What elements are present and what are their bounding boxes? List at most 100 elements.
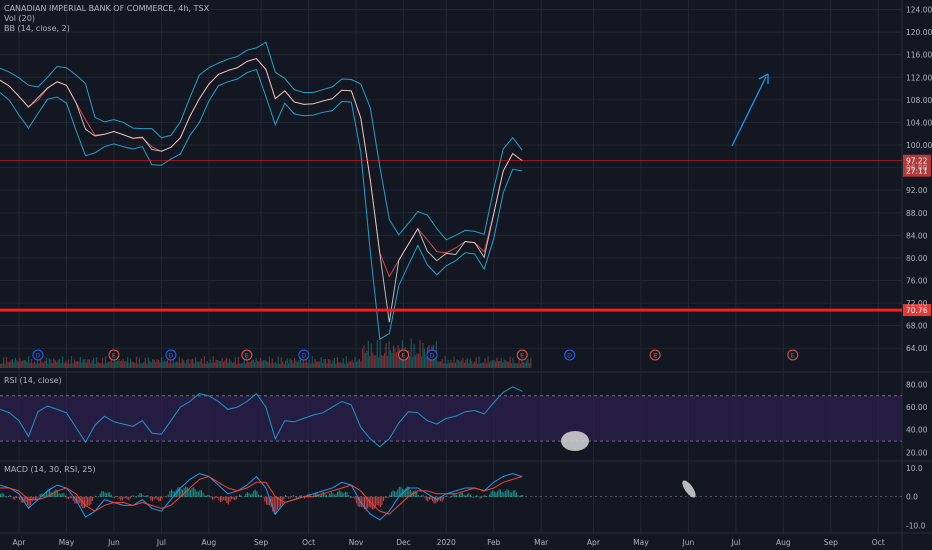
volume-bar (11, 359, 14, 368)
macd-hist-bar (94, 495, 97, 498)
earnings-marker (649, 349, 661, 361)
macd-hist-bar (172, 491, 174, 498)
macd-hist-bar (269, 496, 271, 506)
volume-bar (135, 356, 138, 368)
dividend-marker-label: D (567, 352, 572, 360)
volume-bar (389, 350, 392, 368)
volume-bar (446, 363, 448, 368)
macd-hist-bar (99, 493, 101, 498)
macd-hist-bar (262, 496, 264, 498)
volume-bar (38, 363, 40, 368)
macd-hist-bar (321, 493, 323, 498)
volume-bar (525, 360, 527, 368)
macd-hist-bar (98, 496, 100, 498)
volume-bar (44, 360, 46, 368)
macd-hist-bar (118, 496, 120, 499)
macd-hist-bar (79, 496, 81, 504)
volume-bar (491, 360, 494, 368)
macd-hist-bar (289, 496, 291, 499)
volume-bar (5, 356, 8, 368)
macd-hist-bar (449, 496, 451, 498)
volume-bar (82, 359, 84, 368)
volume-bar (509, 356, 511, 368)
volume-bar (443, 363, 445, 368)
volume-bar (134, 362, 136, 368)
price-tick-label: 64.00 (906, 344, 928, 353)
macd-hist-bar (113, 496, 116, 499)
macd-hist-bar (337, 491, 339, 498)
volume-bar (407, 350, 409, 368)
macd-hist-bar (181, 489, 184, 498)
countdown-label: 27:11 (906, 167, 928, 176)
volume-bar (7, 361, 9, 368)
volume-bar (274, 362, 276, 368)
macd-hist-bar (286, 496, 288, 498)
volume-bar (90, 363, 92, 368)
macd-hist-bar (390, 491, 392, 498)
macd-hist-bar (514, 490, 516, 498)
macd-hist-bar (235, 496, 237, 500)
macd-hist-bar (69, 496, 71, 498)
macd-hist-bar (462, 492, 464, 498)
macd-hist-bar (136, 496, 138, 498)
macd-hist-bar (273, 496, 275, 515)
volume-bar (138, 357, 141, 368)
macd-hist-bar (167, 494, 169, 498)
volume-bar (261, 361, 263, 368)
volume-bar (259, 357, 262, 368)
macd-hist-bar (314, 492, 317, 498)
macd-hist-bar (460, 492, 462, 498)
volume-bar (391, 353, 393, 368)
volume-bar (208, 363, 210, 368)
macd-hist-bar (208, 495, 210, 498)
earnings-marker (516, 349, 528, 361)
macd-hist-bar (125, 496, 127, 499)
axes: 124.00 120.00 116.00 112.00 108.00 104.00 100.… (12, 6, 932, 547)
volume-bar (143, 362, 145, 368)
macd-hist-bar (132, 495, 135, 498)
volume-bar (100, 362, 102, 368)
macd-hist-bar (498, 489, 500, 498)
volume-bar (211, 362, 213, 368)
volume-bar (45, 357, 47, 368)
volume-bar (530, 357, 532, 368)
macd-cross-highlight (682, 480, 696, 498)
macd-hist-bar (425, 496, 427, 501)
rsi-line (0, 386, 523, 448)
macd-hist-bar (256, 491, 258, 498)
volume-bar (518, 356, 520, 368)
macd-hist-bar (327, 495, 329, 498)
macd-hist-bar (200, 490, 203, 498)
macd-hist-bar (319, 495, 321, 498)
volume-bar (119, 361, 121, 368)
volume-bar (456, 359, 458, 368)
macd-hist-bar (522, 495, 524, 498)
macd-hist-bar (501, 491, 503, 498)
volume-bar (236, 363, 238, 368)
volume-bar (193, 363, 195, 368)
macd-hist-bar (144, 496, 146, 498)
volume-bar (293, 358, 296, 368)
time-tick-label: Feb (487, 538, 501, 547)
volume-bars (0, 338, 532, 368)
volume-bar (310, 363, 312, 368)
macd-hist-bar (58, 493, 60, 498)
volume-bar (475, 357, 477, 368)
volume-bar (16, 360, 18, 368)
volume-bar (4, 363, 6, 368)
price-tick-label: 96.00 (906, 164, 928, 173)
volume-bar (79, 357, 81, 368)
bb-legend: BB (14, close, 2) (4, 24, 70, 33)
macd-hist-bar (503, 492, 505, 498)
volume-bar (178, 356, 180, 368)
volume-bar (354, 356, 356, 368)
volume-bar (305, 360, 307, 368)
macd-hist-bar (500, 489, 502, 498)
macd-hist-bar (150, 496, 152, 501)
macd-hist-bar (129, 496, 131, 499)
volume-bar (444, 356, 446, 368)
macd-hist-bar (240, 495, 242, 498)
volume-bar (425, 357, 427, 368)
